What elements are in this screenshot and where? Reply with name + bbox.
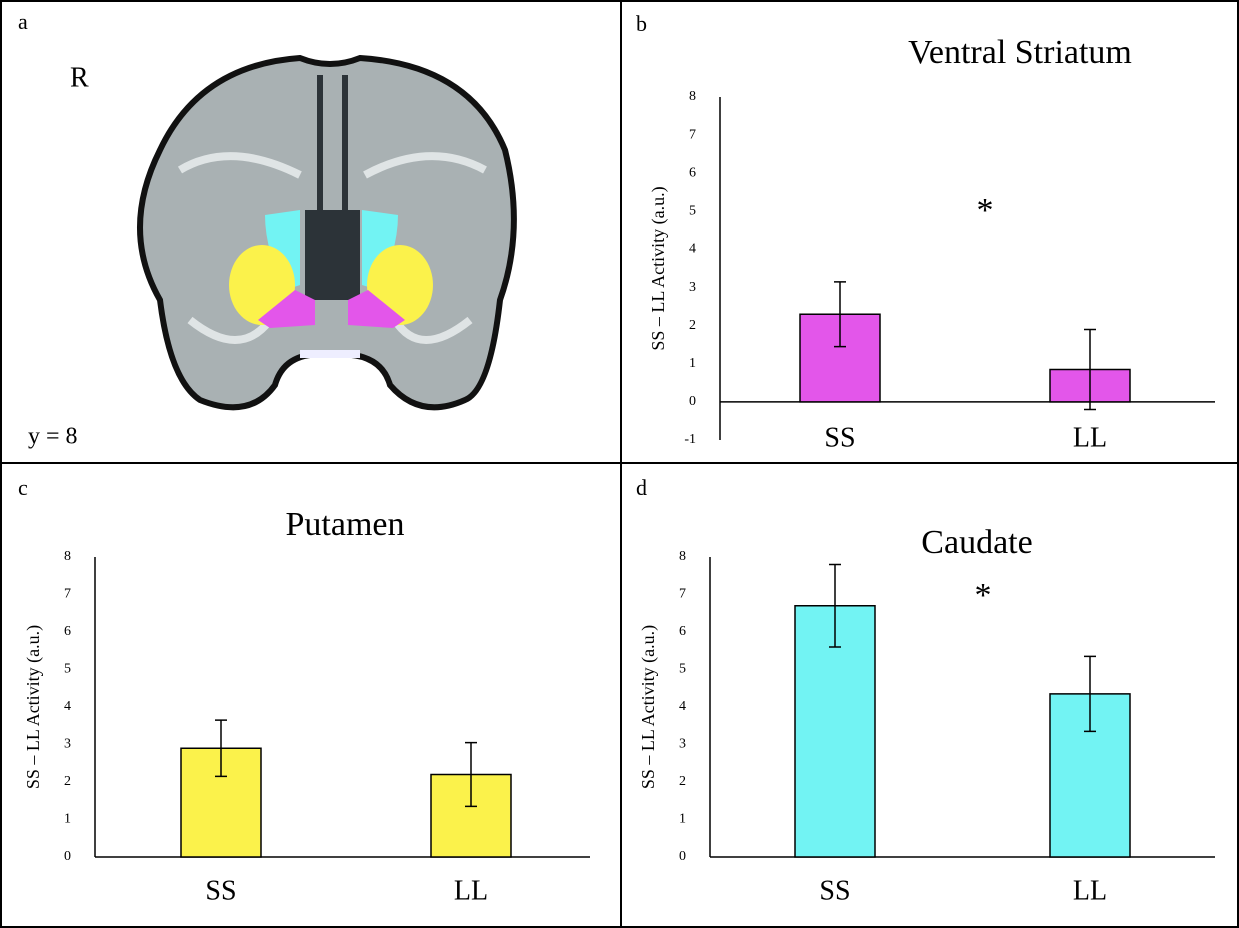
y-tick-label: 1: [689, 356, 696, 371]
panel-label: c: [18, 475, 28, 500]
y-tick-label: -1: [684, 432, 696, 447]
panel-label: d: [636, 475, 647, 500]
x-tick-label: LL: [454, 875, 488, 906]
y-tick-label: 3: [679, 737, 686, 752]
y-tick-label: 7: [64, 587, 71, 602]
x-tick-label: SS: [824, 422, 855, 453]
y-tick-label: 3: [64, 737, 71, 752]
brain-image: [140, 58, 514, 407]
y-tick-label: 8: [64, 549, 71, 564]
y-axis-label: SS – LL Activity (a.u.): [638, 625, 659, 789]
y-tick-label: 0: [689, 394, 696, 409]
y-tick-label: 4: [679, 699, 686, 714]
y-tick-label: 5: [689, 204, 696, 219]
page: a R y = 8 b Ventral Striatum SS – LL Activ…: [0, 0, 1239, 928]
chart-title: Putamen: [286, 506, 405, 543]
brainstem-edge: [300, 350, 360, 358]
y-axis-label: SS – LL Activity (a.u.): [23, 625, 44, 789]
x-tick-label: LL: [1073, 422, 1107, 453]
y-tick-label: 5: [64, 662, 71, 677]
y-tick-label: 6: [679, 624, 686, 639]
y-tick-label: 1: [679, 812, 686, 827]
y-tick-label: 8: [689, 89, 696, 104]
y-tick-label: 6: [689, 165, 696, 180]
y-tick-label: 4: [64, 699, 71, 714]
y-tick-label: 2: [689, 318, 696, 333]
y-tick-label: 5: [679, 662, 686, 677]
orientation-label: R: [70, 62, 89, 93]
x-tick-label: SS: [819, 875, 850, 906]
significance-marker: *: [975, 577, 992, 614]
y-tick-label: 4: [689, 242, 696, 257]
y-tick-label: 2: [679, 774, 686, 789]
panel-label: b: [636, 11, 647, 36]
y-tick-label: 3: [689, 280, 696, 295]
y-tick-label: 0: [679, 849, 686, 864]
y-tick-label: 1: [64, 812, 71, 827]
y-tick-label: 2: [64, 774, 71, 789]
significance-marker: *: [977, 192, 994, 229]
y-axis-label: SS – LL Activity (a.u.): [648, 186, 669, 350]
ventricle: [305, 210, 360, 300]
y-tick-label: 8: [679, 549, 686, 564]
x-tick-label: SS: [205, 875, 236, 906]
y-tick-label: 7: [689, 127, 696, 142]
y-tick-label: 6: [64, 624, 71, 639]
y-tick-label: 0: [64, 849, 71, 864]
figure: a R y = 8 b Ventral Striatum SS – LL Activ…: [0, 0, 1239, 928]
chart-title: Ventral Striatum: [908, 34, 1132, 71]
panel-label: a: [18, 9, 28, 34]
y-tick-label: 7: [679, 587, 686, 602]
chart-title: Caudate: [921, 524, 1032, 561]
x-tick-label: LL: [1073, 875, 1107, 906]
slice-label: y = 8: [28, 424, 78, 450]
